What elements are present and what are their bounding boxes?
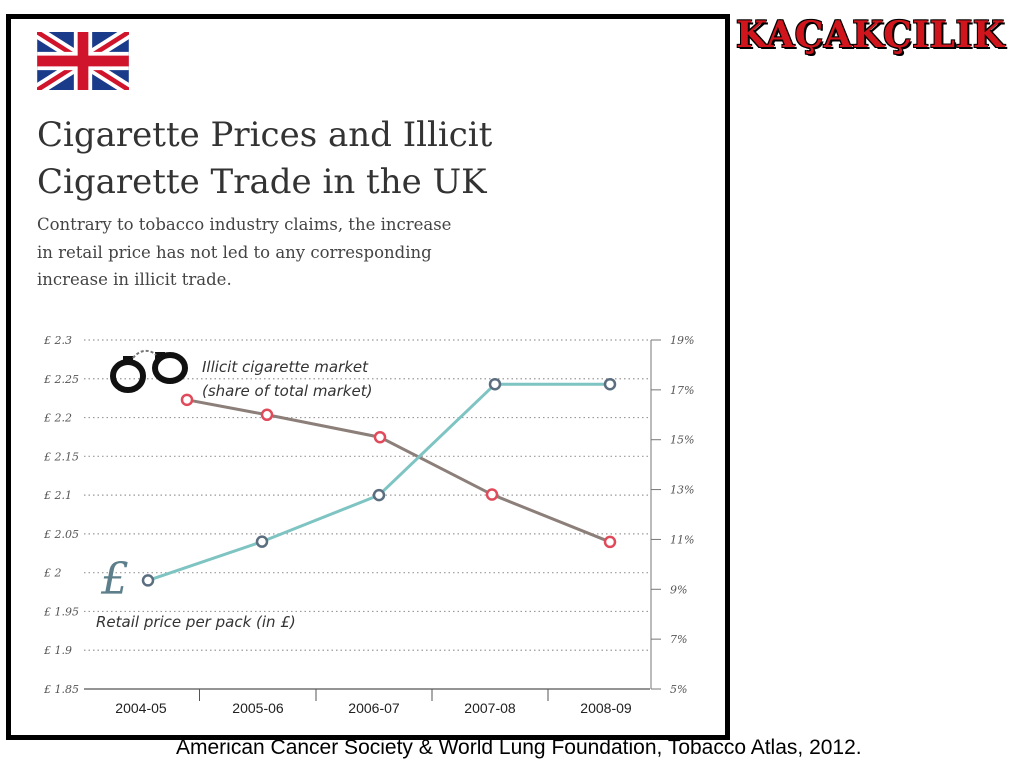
left-axis-ticks: £ 2.3 £ 2.25 £ 2.2 £ 2.15 £ 2.1 £ 2.05 £ 2 £ 1.… — [43, 334, 79, 696]
chart-subtitle-line: in retail price has not led to any corre… — [37, 242, 432, 262]
left-tick-label: £ 2.05 — [43, 528, 79, 541]
illicit-series-label-line: (share of total market) — [202, 382, 372, 400]
chart-subtitle: Contrary to tobacco industry claims, the… — [37, 211, 497, 294]
retail-price-point — [603, 377, 617, 391]
right-tick-label: 7% — [670, 633, 687, 646]
illicit-series-label: Illicit cigarette market (share of total… — [202, 358, 373, 400]
x-tick-label: 2008-09 — [580, 700, 632, 716]
left-tick-label: £ 2.1 — [43, 489, 72, 502]
stamp-heading: KAÇAKÇILIK — [736, 14, 1005, 56]
left-tick-label: £ 2.3 — [43, 334, 72, 347]
right-tick-label: 13% — [670, 484, 694, 497]
chart-title-line: Cigarette Prices and Illicit — [37, 115, 493, 155]
right-tick-label: 15% — [670, 434, 694, 447]
chart-series — [141, 377, 617, 587]
illicit-share-point — [373, 430, 387, 444]
left-tick-label: £ 2 — [43, 567, 62, 580]
chart-subtitle-line: Contrary to tobacco industry claims, the… — [37, 215, 452, 234]
right-tick-label: 9% — [670, 583, 687, 596]
illicit-share-line — [186, 398, 611, 544]
left-tick-label: £ 2.15 — [43, 450, 79, 463]
illicit-share-point — [260, 408, 274, 422]
illicit-share-point — [603, 535, 617, 549]
handcuffs-icon — [110, 349, 188, 393]
x-tick-label: 2006-07 — [348, 700, 400, 716]
right-tick-label: 11% — [670, 533, 694, 546]
retail-price-point — [488, 377, 502, 391]
chart-title: Cigarette Prices and Illicit Cigarette T… — [37, 112, 557, 206]
price-series-label: Retail price per pack (in £) — [96, 613, 296, 631]
right-tick-label: 5% — [670, 683, 687, 696]
uk-flag-icon — [37, 32, 129, 90]
left-tick-label: £ 1.85 — [43, 683, 79, 696]
chart-title-line: Cigarette Trade in the UK — [37, 162, 487, 202]
left-tick-label: £ 1.9 — [43, 644, 72, 657]
right-tick-label: 17% — [670, 384, 694, 397]
left-tick-label: £ 1.95 — [43, 605, 79, 618]
illicit-series-label-line: Illicit cigarette market — [202, 358, 369, 376]
x-tick-label: 2007-08 — [464, 700, 516, 716]
illicit-share-point — [180, 393, 194, 407]
left-tick-label: £ 2.2 — [43, 412, 72, 425]
right-tick-label: 19% — [670, 334, 694, 347]
x-axis: 2004-05 2005-06 2006-07 2007-08 2008-09 — [84, 688, 650, 716]
price-series-label-line: Retail price per pack (in £) — [96, 613, 296, 631]
retail-price-point — [141, 574, 155, 587]
source-citation: American Cancer Society & World Lung Fou… — [176, 736, 862, 759]
chart-panel — [6, 14, 730, 740]
x-tick-label: 2005-06 — [232, 700, 284, 716]
right-axis-ticks: 19% 17% 15% 13% 11% 9% 7% 5% — [650, 334, 694, 696]
x-tick-label: 2004-05 — [115, 700, 167, 716]
pound-sign-icon: £ — [100, 554, 129, 605]
chart-subtitle-line: increase in illicit trade. — [37, 270, 232, 289]
retail-price-point — [372, 488, 386, 502]
illicit-share-point — [485, 488, 499, 501]
left-tick-label: £ 2.25 — [43, 373, 79, 386]
retail-price-point — [255, 535, 269, 548]
retail-price-line — [147, 382, 610, 582]
